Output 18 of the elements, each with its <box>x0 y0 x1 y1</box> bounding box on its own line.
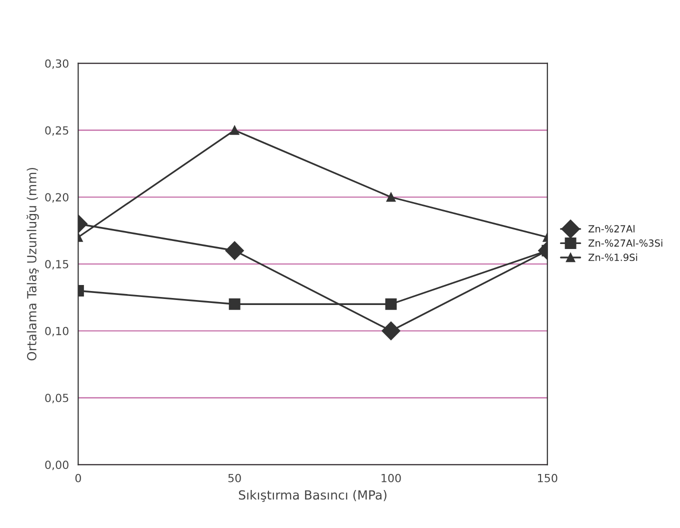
y-tick-label: 0,15 <box>45 260 68 270</box>
legend-label: Zn-%27Al <box>588 224 634 232</box>
legend-label: Zn-%27Al-%3Si <box>588 239 662 247</box>
y-tick-label: 0,20 <box>45 193 68 203</box>
point <box>385 298 397 310</box>
y-tick-label: 0,05 <box>45 394 68 404</box>
y-tick-label: 0,25 <box>45 126 68 136</box>
x-tick-label: 0 <box>75 474 81 482</box>
y-tick-label: 0,00 <box>45 460 68 470</box>
y-axis-title: Ortalama Talaş Uzunluğu (mm) <box>26 168 39 360</box>
x-tick-label: 50 <box>228 474 241 482</box>
y-tick-label: 0,30 <box>45 59 68 69</box>
x-tick-label: 150 <box>538 474 558 482</box>
x-axis-title: Sıkıştırma Basıncı (MPa) <box>238 490 386 502</box>
y-tick-label: 0,10 <box>45 326 68 336</box>
point <box>228 298 240 310</box>
x-tick-label: 100 <box>382 474 401 482</box>
legend-label: Zn-%1.9Si <box>588 254 638 262</box>
